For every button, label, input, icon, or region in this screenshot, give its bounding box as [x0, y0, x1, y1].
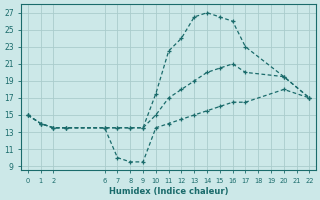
X-axis label: Humidex (Indice chaleur): Humidex (Indice chaleur) — [109, 187, 228, 196]
